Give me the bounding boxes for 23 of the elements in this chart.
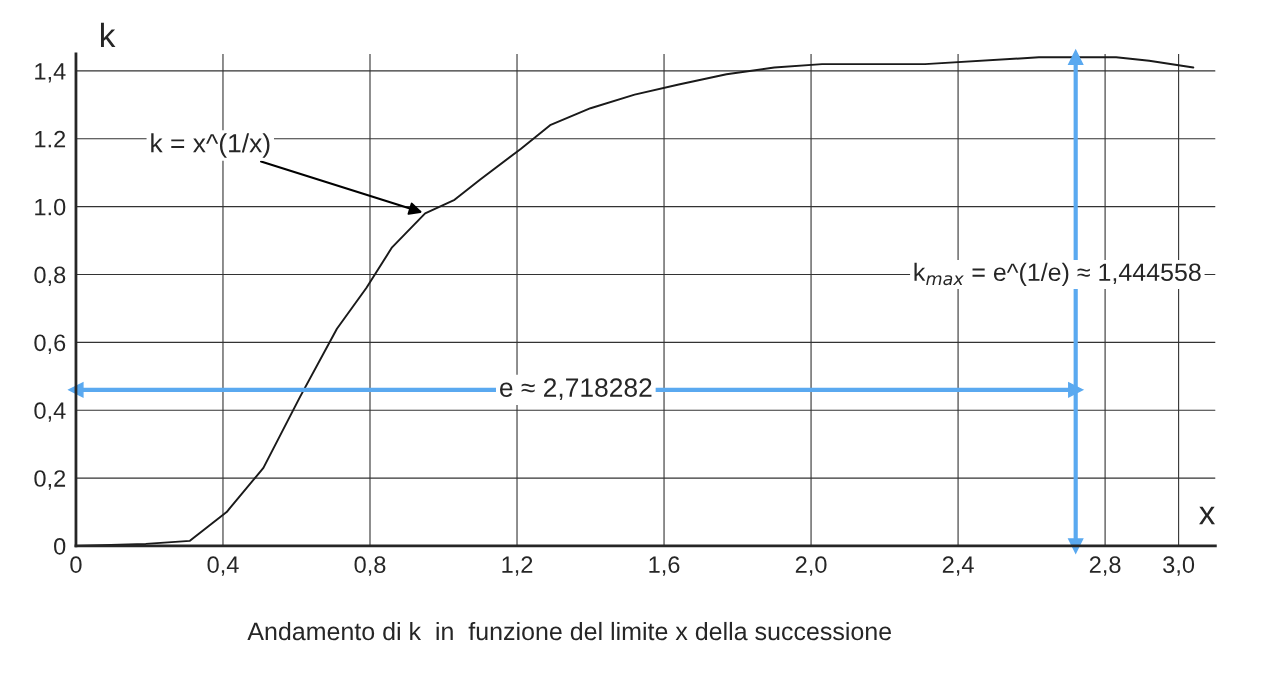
x-tick-label: 1,6 — [649, 556, 680, 576]
x-tick-label: 2,8 — [1089, 556, 1121, 576]
x-tick-label: 0,4 — [207, 556, 239, 576]
y-tick-label: 0 — [54, 538, 66, 555]
x-tick-label: 0 — [70, 556, 82, 574]
annotation: k = x^(1/x) — [151, 133, 270, 158]
y-tick-label: 1.0 — [35, 198, 66, 216]
x-tick-label: 0,8 — [354, 556, 386, 576]
y-tick-label: 0,2 — [34, 470, 66, 490]
y-tick-label: 0,6 — [34, 334, 66, 354]
y-tick-label: 0,4 — [34, 402, 66, 422]
y-tick-label: 1,4 — [35, 63, 66, 83]
x-tick-label: 3,0 — [1163, 556, 1195, 576]
x-tick-label: 1,2 — [502, 556, 533, 576]
y-tick-label: 0,8 — [34, 266, 66, 287]
y-tick-label: 1.2 — [35, 130, 66, 148]
ref-line-label: e ≈ 2,718282 — [500, 378, 652, 401]
ref-line-label: k$_{max}$ = e^(1/e) ≈ 1,444558 — [914, 262, 1201, 287]
x-axis-title: x — [1199, 506, 1215, 525]
y-axis-title: k — [100, 22, 116, 47]
text: Andamento di k in funzione del limite x della successione — [247, 621, 892, 641]
x-tick-label: 2,0 — [795, 556, 827, 576]
x-tick-label: 2,4 — [942, 556, 974, 576]
